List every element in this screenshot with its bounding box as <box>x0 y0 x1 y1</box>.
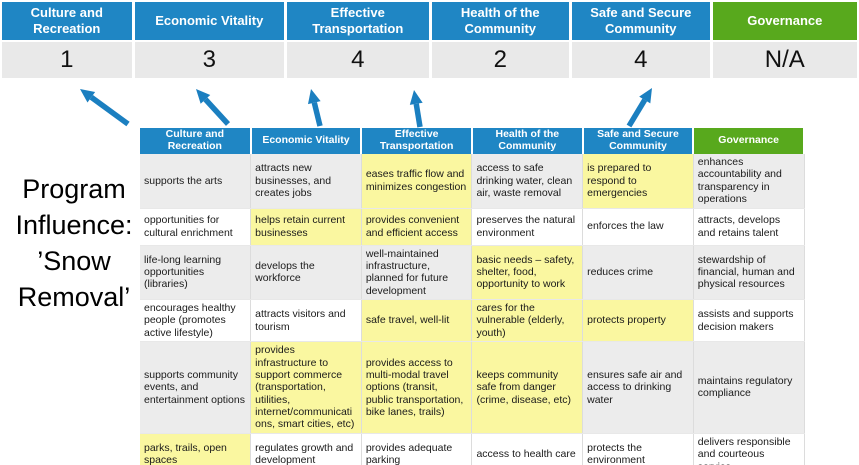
matrix-cell-r5-c5: ensures safe air and access to drinking … <box>582 341 694 434</box>
score-header-culture-and-recreation: Culture and Recreation <box>2 2 132 40</box>
score-header-effective-transportation: Effective Transportation <box>287 2 429 40</box>
matrix-cell-r3-c1: life-long learning opportunities (librar… <box>140 245 252 300</box>
matrix-header-governance: Governance <box>693 128 805 154</box>
matrix-cell-r1-c2: attracts new businesses, and creates job… <box>250 154 362 209</box>
matrix-cell-r3-c3: well-maintained infrastructure, planned … <box>361 245 473 300</box>
matrix-header-effective-transportation: Effective Transportation <box>361 128 473 154</box>
matrix-cell-r3-c5: reduces crime <box>582 245 694 300</box>
matrix-cell-r2-c5: enforces the law <box>582 208 694 246</box>
program-title: Program Influence: ’Snow Removal’ <box>15 174 133 312</box>
arrow-head-2 <box>196 89 211 104</box>
matrix-cell-r6-c3: provides adequate parking <box>361 433 473 465</box>
matrix-cell-r5-c4: keeps community safe from danger (crime,… <box>471 341 584 434</box>
arrow-shaft-3 <box>311 101 323 127</box>
matrix-header-row: Culture and Recreation Economic Vitality E… <box>140 128 805 154</box>
matrix-cell-r3-c4: basic needs – safety, shelter, food, opp… <box>471 245 584 300</box>
matrix-cell-r4-c5: protects property <box>582 299 694 343</box>
score-value-culture-and-recreation: 1 <box>2 42 132 78</box>
matrix-cell-r6-c4: access to health care <box>471 433 584 465</box>
matrix-cell-r4-c4: cares for the vulnerable (elderly, youth… <box>471 299 584 343</box>
matrix-cell-r6-c5: protects the environment <box>582 433 694 465</box>
matrix-cell-r5-c6: maintains regulatory compliance <box>693 341 805 434</box>
matrix-cell-r4-c3: safe travel, well-lit <box>361 299 473 343</box>
scoreboard-header-row: Culture and Recreation Economic Vitality E… <box>2 2 858 40</box>
arrow-head-3 <box>307 89 321 105</box>
arrow-shaft-5 <box>626 98 648 128</box>
matrix-cell-r6-c1: parks, trails, open spaces <box>140 433 252 465</box>
priorities-matrix: Culture and Recreation Economic Vitality E… <box>140 128 805 465</box>
matrix-row-2: opportunities for cultural enrichment hel… <box>140 208 805 246</box>
scoreboard: Culture and Recreation Economic Vitality E… <box>2 2 858 78</box>
matrix-cell-r4-c1: encourages healthy people (promotes acti… <box>140 299 252 343</box>
matrix-cell-r2-c3: provides convenient and efficient access <box>361 208 473 246</box>
matrix-cell-r3-c2: develops the workforce <box>250 245 362 300</box>
matrix-cell-r4-c2: attracts visitors and tourism <box>250 299 362 343</box>
score-header-economic-vitality: Economic Vitality <box>134 2 285 40</box>
matrix-cell-r1-c1: supports the arts <box>140 154 252 209</box>
matrix-cell-r1-c5: is prepared to respond to emergencies <box>582 154 694 209</box>
matrix-cell-r5-c3: provides access to multi-modal travel op… <box>361 341 473 434</box>
score-value-effective-transportation: 4 <box>287 42 429 78</box>
matrix-body: supports the arts attracts new businesses… <box>140 154 805 465</box>
arrow-shaft-1 <box>89 95 130 127</box>
matrix-header-culture-and-recreation: Culture and Recreation <box>140 128 252 154</box>
score-header-safe-and-secure-community: Safe and Secure Community <box>572 2 710 40</box>
matrix-cell-r2-c1: opportunities for cultural enrichment <box>140 208 252 246</box>
arrow-head-4 <box>409 90 423 105</box>
matrix-header-safe-and-secure-community: Safe and Secure Community <box>582 128 695 154</box>
matrix-header-economic-vitality: Economic Vitality <box>250 128 363 154</box>
matrix-cell-r1-c3: eases traffic flow and minimizes congest… <box>361 154 473 209</box>
matrix-cell-r6-c2: regulates growth and development <box>250 433 362 465</box>
matrix-cell-r6-c6: delivers responsible and courteous servi… <box>693 433 805 465</box>
score-header-governance: Governance <box>712 2 858 40</box>
matrix-row-5: supports community events, and entertain… <box>140 341 805 434</box>
matrix-row-1: supports the arts attracts new businesses… <box>140 154 805 209</box>
score-header-health-of-the-community: Health of the Community <box>431 2 570 40</box>
score-value-safe-and-secure-community: 4 <box>572 42 710 78</box>
scoreboard-score-row: 1 3 4 2 4 N/A <box>2 40 858 78</box>
matrix-row-6: parks, trails, open spaces regulates grow… <box>140 433 805 465</box>
matrix-header-health-of-the-community: Health of the Community <box>471 128 584 154</box>
matrix-cell-r5-c2: provides infrastructure to support comme… <box>250 341 362 434</box>
matrix-cell-r1-c4: access to safe drinking water, clean air… <box>471 154 584 209</box>
matrix-cell-r4-c6: assists and supports decision makers <box>693 299 805 343</box>
matrix-cell-r5-c1: supports community events, and entertain… <box>140 341 252 434</box>
matrix-row-3: life-long learning opportunities (librar… <box>140 245 805 300</box>
arrow-shaft-4 <box>413 103 423 128</box>
matrix-cell-r2-c6: attracts, develops and retains talent <box>693 208 805 246</box>
score-value-governance: N/A <box>712 42 858 78</box>
matrix-cell-r3-c6: stewardship of financial, human and phys… <box>693 245 805 300</box>
arrow-head-5 <box>639 88 652 104</box>
score-value-health-of-the-community: 2 <box>431 42 570 78</box>
matrix-cell-r2-c2: helps retain current businesses <box>250 208 362 246</box>
matrix-header: Culture and Recreation Economic Vitality E… <box>140 128 805 154</box>
arrow-shaft-2 <box>203 97 231 126</box>
matrix-cell-r2-c4: preserves the natural environment <box>471 208 584 246</box>
matrix-row-4: encourages healthy people (promotes acti… <box>140 299 805 343</box>
arrow-head-1 <box>80 89 96 103</box>
matrix-cell-r1-c6: enhances accountability and transparency… <box>693 154 805 209</box>
score-value-economic-vitality: 3 <box>134 42 284 78</box>
